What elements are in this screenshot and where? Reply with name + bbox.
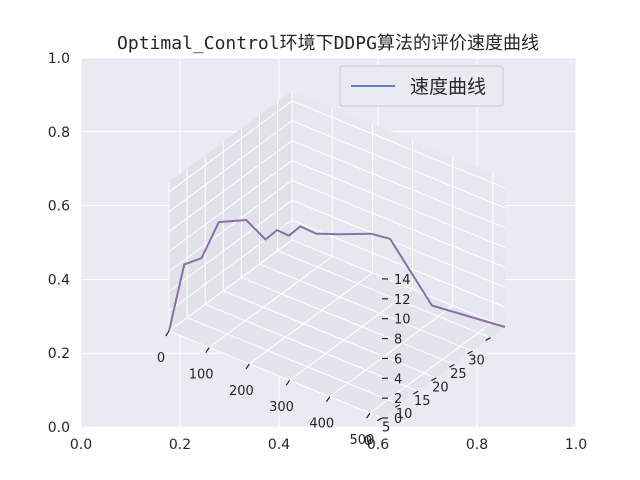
legend: 速度曲线 <box>339 65 504 107</box>
z-tick-label: 14 <box>394 273 411 288</box>
grid-line-y-floor <box>204 303 419 392</box>
series-group <box>168 219 506 332</box>
x-tick-mark <box>165 330 170 337</box>
outer-x-tick-label: 0.8 <box>466 437 488 453</box>
axes-3d-grid <box>168 91 506 419</box>
outer-x-tick-label: 1.0 <box>565 437 587 453</box>
z-tick-label: 0 <box>394 412 402 427</box>
legend-box <box>339 65 504 107</box>
grid-line-z-left <box>168 179 293 272</box>
z-tick-label: 10 <box>394 313 411 328</box>
z-tick-label: 6 <box>394 352 402 367</box>
outer-y-tick-label: 1.0 <box>48 51 70 67</box>
x-tick-mark <box>366 412 371 419</box>
pane-left <box>169 91 292 331</box>
x-tick-mark <box>285 379 291 386</box>
grid-line-z-left <box>168 140 293 233</box>
grid-line-z-left <box>168 160 293 252</box>
grid-line-x-floor <box>208 256 333 348</box>
x-tick-label: 300 <box>269 400 294 415</box>
grid-line-z-back <box>291 199 506 288</box>
grid-line-z-left <box>168 239 293 332</box>
grid-line-y-floor <box>241 277 455 365</box>
x-tick-label: 500 <box>350 433 375 448</box>
outer-y-tick-label: 0.2 <box>48 346 70 362</box>
y-tick-mark <box>449 363 455 368</box>
x-tick-mark <box>245 363 250 370</box>
legend-label: 速度曲线 <box>410 76 486 98</box>
grid-line-x-floor <box>249 272 373 365</box>
y-tick-label: 0 <box>364 434 372 449</box>
y-tick-label: 25 <box>450 367 467 382</box>
x-tick-label: 0 <box>157 351 165 366</box>
grid-line-y-floor <box>259 263 473 352</box>
y-tick-mark <box>376 417 383 422</box>
grid-line-x-floor <box>329 305 454 398</box>
y-tick-mark <box>413 390 419 395</box>
z-tick-label: 2 <box>394 392 402 407</box>
grid-line-y-floor <box>186 317 401 406</box>
x-tick-label: 200 <box>229 384 254 399</box>
grid-line-z-back <box>291 100 506 189</box>
z-tick-label: 12 <box>394 293 411 308</box>
y-tick-mark <box>467 350 473 355</box>
outer-y-tick-label: 0.8 <box>48 125 70 141</box>
y-tick-label: 5 <box>382 421 390 436</box>
y-tick-mark <box>485 337 491 341</box>
x-tick-mark <box>205 347 210 353</box>
grid-line-z-left <box>168 199 293 292</box>
grid-line-y-floor <box>168 330 383 419</box>
outer-y-tick-label: 0.6 <box>48 199 70 215</box>
grid-line-z-left <box>168 120 293 213</box>
outer-x-tick-label: 0.6 <box>367 437 389 453</box>
z-tick-label: 4 <box>394 372 402 387</box>
y-tick-label: 10 <box>396 407 413 422</box>
pane-floor <box>169 240 505 418</box>
series-line-0 <box>168 219 506 332</box>
grid-line-z-back <box>291 179 506 268</box>
axes-3d-panes <box>169 91 505 418</box>
grid-line-x-floor <box>369 321 494 414</box>
outer-y-tick-label: 0.4 <box>48 272 70 288</box>
outer-x-tick-label: 0.2 <box>169 437 191 453</box>
grid-line-y-floor <box>277 250 491 339</box>
y-tick-label: 20 <box>432 380 449 395</box>
z-tick-label: 8 <box>394 333 402 348</box>
outer-tick-labels: 0.0 0.2 0.4 0.6 0.8 1.0 0.0 0.2 0.4 0.6 0.8 1.0 <box>48 51 587 453</box>
x-tick-mark <box>325 396 331 403</box>
grid-line-z-back <box>291 120 506 209</box>
y-tick-mark <box>394 404 401 408</box>
x-tick-label: 400 <box>309 417 334 432</box>
outer-x-tick-label: 0.4 <box>268 437 290 453</box>
outer-y-tick-label: 0.0 <box>48 420 70 436</box>
x-tick-label: 100 <box>189 367 214 382</box>
grid-line-z-left <box>168 100 293 193</box>
outer-x-tick-label: 0.0 <box>70 437 92 453</box>
grid-line-y-floor <box>223 290 437 379</box>
y-tick-mark <box>431 377 437 382</box>
y-tick-label: 30 <box>468 354 485 369</box>
grid-line-z-back <box>291 140 506 229</box>
grid-line-z-back <box>291 160 506 248</box>
pane-back <box>292 91 505 327</box>
grid-line-z-back <box>291 239 506 328</box>
grid-line-x-floor <box>289 288 413 381</box>
chart-title: Optimal_Control环境下DDPG算法的评价速度曲线 <box>117 33 539 54</box>
y-tick-label: 15 <box>414 394 431 409</box>
